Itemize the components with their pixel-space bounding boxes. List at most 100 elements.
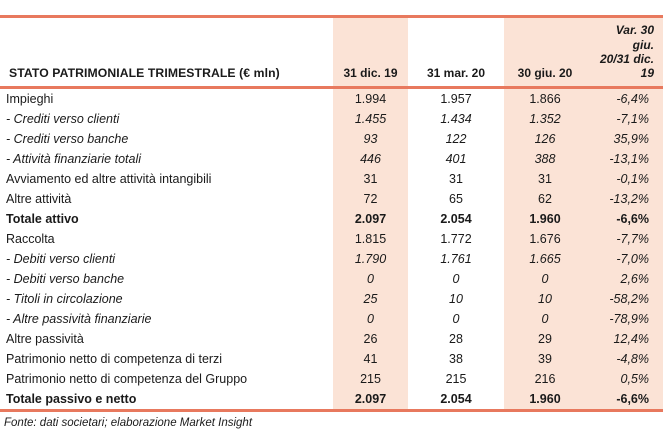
cell-value: 31 — [504, 169, 586, 189]
cell-value: 0 — [504, 309, 586, 329]
cell-value: 1.815 — [333, 229, 408, 249]
row-label: - Titoli in circolazione — [0, 289, 333, 309]
row-label: Impieghi — [0, 87, 333, 109]
row-label: - Debiti verso clienti — [0, 249, 333, 269]
cell-value: 1.994 — [333, 87, 408, 109]
cell-value: 1.866 — [504, 87, 586, 109]
cell-value: 1.676 — [504, 229, 586, 249]
source-note: Fonte: dati societari; elaborazione Mark… — [4, 417, 253, 429]
cell-value: 1.960 — [504, 209, 586, 229]
cell-value: 215 — [408, 369, 504, 389]
cell-value: 2.097 — [333, 209, 408, 229]
row-label: Altre passività — [0, 329, 333, 349]
cell-variation: -7,1% — [586, 109, 663, 129]
cell-variation: 2,6% — [586, 269, 663, 289]
cell-value: 41 — [333, 349, 408, 369]
cell-value: 1.761 — [408, 249, 504, 269]
cell-value: 38 — [408, 349, 504, 369]
cell-variation: -7,7% — [586, 229, 663, 249]
cell-value: 446 — [333, 149, 408, 169]
cell-variation: 12,4% — [586, 329, 663, 349]
cell-value: 1.665 — [504, 249, 586, 269]
cell-variation: -6,6% — [586, 209, 663, 229]
cell-value: 216 — [504, 369, 586, 389]
cell-value: 1.957 — [408, 87, 504, 109]
row-label: - Attività finanziarie totali — [0, 149, 333, 169]
cell-value: 72 — [333, 189, 408, 209]
table-row: Altre attività 72 65 62 -13,2% — [0, 189, 663, 209]
row-label: - Crediti verso banche — [0, 129, 333, 149]
cell-variation: -6,4% — [586, 87, 663, 109]
cell-value: 126 — [504, 129, 586, 149]
cell-value: 29 — [504, 329, 586, 349]
row-label: Avviamento ed altre attività intangibili — [0, 169, 333, 189]
cell-variation: 0,5% — [586, 369, 663, 389]
cell-variation: -58,2% — [586, 289, 663, 309]
cell-value: 39 — [504, 349, 586, 369]
row-label: Patrimonio netto di competenza del Grupp… — [0, 369, 333, 389]
table-row: Totale attivo 2.097 2.054 1.960 -6,6% — [0, 209, 663, 229]
cell-value: 65 — [408, 189, 504, 209]
cell-value: 1.434 — [408, 109, 504, 129]
table-row: - Debiti verso clienti 1.790 1.761 1.665 -7,… — [0, 249, 663, 269]
cell-value: 1.790 — [333, 249, 408, 269]
cell-value: 10 — [504, 289, 586, 309]
cell-value: 0 — [333, 309, 408, 329]
column-header-31-mar-20: 31 mar. 20 — [408, 15, 504, 89]
table-row: Raccolta 1.815 1.772 1.676 -7,7% — [0, 229, 663, 249]
row-label: Raccolta — [0, 229, 333, 249]
column-header-variation: Var. 30 giu. 20/31 dic. 19 — [586, 15, 663, 89]
cell-value: 388 — [504, 149, 586, 169]
table-row: Impieghi 1.994 1.957 1.866 -6,4% — [0, 87, 663, 109]
cell-variation: -78,9% — [586, 309, 663, 329]
table-row: Avviamento ed altre attività intangibili… — [0, 169, 663, 189]
top-spacer — [0, 0, 663, 15]
row-label: Totale attivo — [0, 209, 333, 229]
cell-value: 2.054 — [408, 389, 504, 412]
table-row: - Debiti verso banche 0 0 0 2,6% — [0, 269, 663, 289]
table-row: Totale passivo e netto 2.097 2.054 1.960 -6,… — [0, 389, 663, 412]
row-label: - Debiti verso banche — [0, 269, 333, 289]
cell-value: 2.054 — [408, 209, 504, 229]
row-label: Totale passivo e netto — [0, 389, 333, 412]
cell-value: 28 — [408, 329, 504, 349]
row-label: Altre attività — [0, 189, 333, 209]
cell-value: 1.772 — [408, 229, 504, 249]
cell-value: 31 — [408, 169, 504, 189]
variation-header-line-3: 19 — [640, 65, 654, 80]
cell-value: 0 — [333, 269, 408, 289]
cell-variation: 35,9% — [586, 129, 663, 149]
cell-value: 2.097 — [333, 389, 408, 412]
cell-variation: -13,1% — [586, 149, 663, 169]
cell-value: 1.352 — [504, 109, 586, 129]
table-title: STATO PATRIMONIALE TRIMESTRALE (€ mln) — [0, 15, 333, 89]
cell-variation: -13,2% — [586, 189, 663, 209]
quarterly-balance-sheet-table: STATO PATRIMONIALE TRIMESTRALE (€ mln) 3… — [0, 15, 663, 412]
cell-value: 122 — [408, 129, 504, 149]
cell-value: 0 — [504, 269, 586, 289]
table-row: - Crediti verso clienti 1.455 1.434 1.352 -7… — [0, 109, 663, 129]
cell-value: 10 — [408, 289, 504, 309]
variation-header-line-2: 20/31 dic. — [599, 51, 654, 66]
row-label: - Altre passività finanziarie — [0, 309, 333, 329]
row-label: - Crediti verso clienti — [0, 109, 333, 129]
cell-variation: -7,0% — [586, 249, 663, 269]
table-row: Altre passività 26 28 29 12,4% — [0, 329, 663, 349]
cell-variation: -6,6% — [586, 389, 663, 412]
table-row: Patrimonio netto di competenza di terzi 4… — [0, 349, 663, 369]
header-row: STATO PATRIMONIALE TRIMESTRALE (€ mln) 3… — [0, 15, 663, 89]
column-header-31-dic-19: 31 dic. 19 — [333, 15, 408, 89]
cell-variation: -0,1% — [586, 169, 663, 189]
table-header: STATO PATRIMONIALE TRIMESTRALE (€ mln) 3… — [0, 15, 663, 89]
cell-value: 62 — [504, 189, 586, 209]
cell-value: 31 — [333, 169, 408, 189]
row-label: Patrimonio netto di competenza di terzi — [0, 349, 333, 369]
cell-value: 93 — [333, 129, 408, 149]
cell-value: 0 — [408, 309, 504, 329]
table-row: - Titoli in circolazione 25 10 10 -58,2% — [0, 289, 663, 309]
cell-variation: -4,8% — [586, 349, 663, 369]
cell-value: 26 — [333, 329, 408, 349]
table-row: Patrimonio netto di competenza del Grupp… — [0, 369, 663, 389]
cell-value: 401 — [408, 149, 504, 169]
